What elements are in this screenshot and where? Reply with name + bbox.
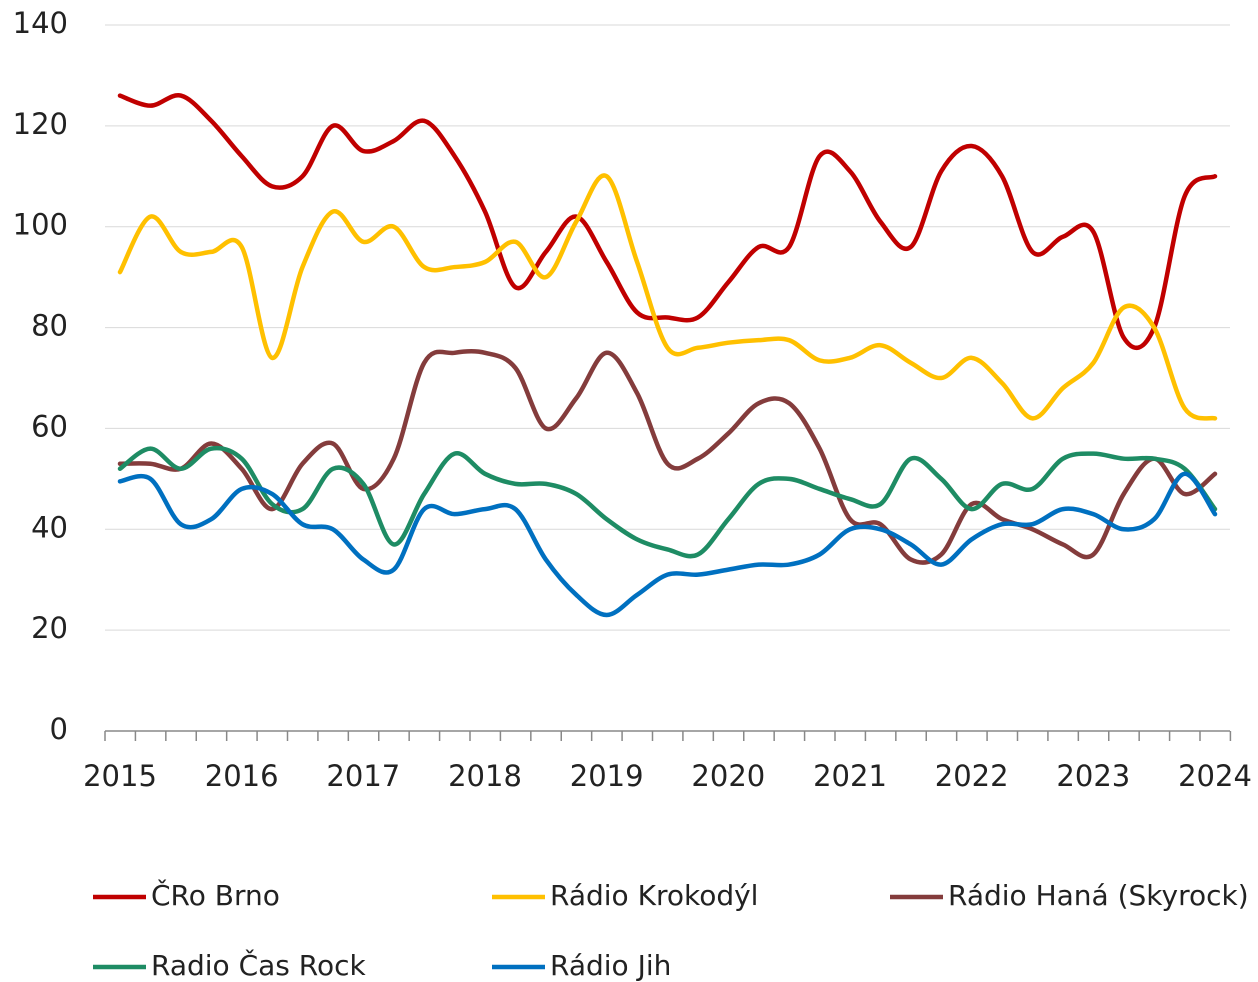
series-line bbox=[117, 93, 1218, 350]
legend-label: ČRo Brno bbox=[151, 878, 280, 912]
x-tick-label: 2019 bbox=[570, 759, 644, 793]
y-tick-label: 140 bbox=[13, 6, 68, 40]
legend-label: Radio Čas Rock bbox=[151, 948, 367, 982]
y-tick-label: 60 bbox=[31, 409, 68, 443]
y-tick-label: 0 bbox=[50, 712, 68, 746]
y-tick-label: 80 bbox=[31, 309, 68, 343]
y-tick-label: 40 bbox=[31, 510, 68, 544]
x-tick-label: 2021 bbox=[813, 759, 887, 793]
x-tick-label: 2017 bbox=[326, 759, 400, 793]
series-line bbox=[117, 471, 1218, 618]
legend-label: Rádio Krokodýl bbox=[550, 879, 758, 912]
x-tick-label: 2023 bbox=[1056, 759, 1130, 793]
y-tick-label: 120 bbox=[13, 107, 68, 141]
x-tick-label: 2024 bbox=[1178, 759, 1252, 793]
x-tick-label: 2018 bbox=[448, 759, 522, 793]
y-tick-label: 100 bbox=[13, 208, 68, 242]
legend-label: Rádio Jih bbox=[550, 949, 671, 982]
x-tick-label: 2015 bbox=[83, 759, 157, 793]
series-line bbox=[117, 173, 1218, 421]
y-tick-label: 20 bbox=[31, 611, 68, 645]
legend-label: Rádio Haná (Skyrock) bbox=[948, 879, 1249, 912]
x-tick-label: 2016 bbox=[205, 759, 279, 793]
x-tick-label: 2020 bbox=[691, 759, 765, 793]
x-tick-label: 2022 bbox=[935, 759, 1009, 793]
series-line bbox=[117, 348, 1218, 565]
series-line bbox=[117, 445, 1218, 559]
